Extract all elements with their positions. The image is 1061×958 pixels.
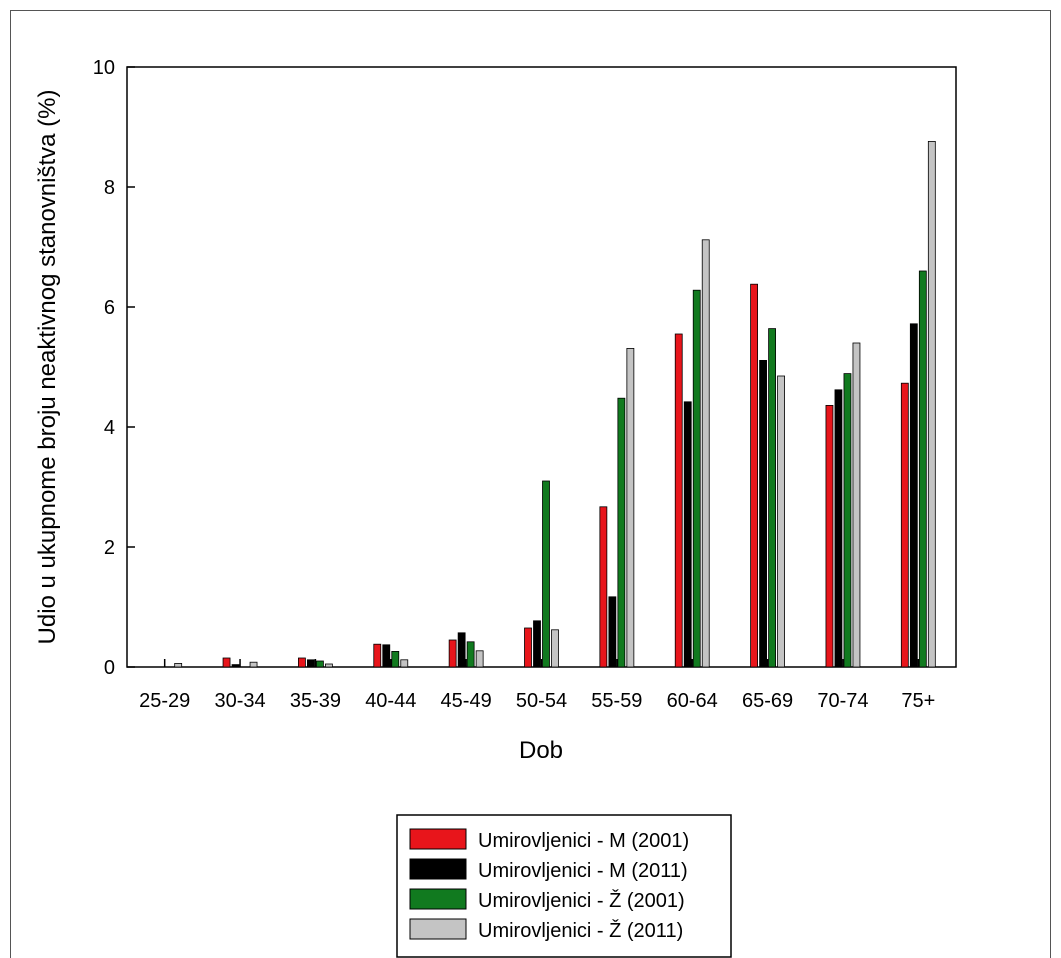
bar <box>551 629 559 668</box>
bar <box>918 270 927 668</box>
bar <box>759 359 767 668</box>
legend-swatch <box>409 828 467 850</box>
bar <box>692 289 701 668</box>
bar <box>927 140 936 668</box>
bar <box>222 657 231 668</box>
y-tick-label: 0 <box>104 657 115 679</box>
bar <box>533 620 541 668</box>
x-tick-label: 35-39 <box>290 690 341 712</box>
legend-swatch <box>409 888 467 910</box>
x-tick-label: 65-69 <box>742 690 793 712</box>
bar <box>174 663 183 668</box>
bar <box>834 389 843 668</box>
legend-label: Umirovljenici - Ž (2001) <box>478 889 685 912</box>
legend-label: Umirovljenici - Ž (2011) <box>478 919 683 942</box>
bar <box>599 506 608 668</box>
x-tick-label: 45-49 <box>441 690 492 712</box>
bar <box>825 404 834 668</box>
bar <box>475 650 484 668</box>
y-tick-label: 2 <box>104 537 115 559</box>
y-tick-label: 10 <box>93 57 115 79</box>
bar <box>909 323 918 668</box>
x-tick-label: 40-44 <box>365 690 416 712</box>
bar <box>400 659 409 668</box>
bar <box>249 661 258 668</box>
legend-swatch <box>409 858 467 880</box>
x-tick-label: 25-29 <box>139 690 190 712</box>
bar <box>382 644 391 668</box>
bar <box>852 342 861 668</box>
bar <box>608 596 617 668</box>
y-tick-label: 6 <box>104 297 115 319</box>
legend-label: Umirovljenici - M (2001) <box>478 830 689 852</box>
bar <box>768 328 776 668</box>
x-tick-label: 60-64 <box>667 690 718 712</box>
bar <box>683 401 692 668</box>
figure-frame <box>10 10 1051 958</box>
bar <box>617 397 626 668</box>
bar <box>316 660 324 668</box>
bars <box>174 140 936 668</box>
bar <box>777 375 785 668</box>
bar <box>457 632 466 668</box>
x-tick-label: 70-74 <box>817 690 868 712</box>
y-tick-label: 4 <box>104 417 115 439</box>
bar <box>373 643 382 668</box>
bar <box>466 641 475 668</box>
bar <box>750 283 758 668</box>
y-axis-label: Udio u ukupnome broju neaktivnog stanovn… <box>34 90 61 645</box>
bar <box>701 239 710 668</box>
bar <box>626 347 635 668</box>
bar <box>325 663 333 668</box>
legend: Umirovljenici - M (2001) Umirovljenici - … <box>396 814 732 958</box>
legend-label: Umirovljenici - M (2011) <box>478 860 688 882</box>
y-axis: 0 2 4 6 8 10 <box>93 57 135 679</box>
bar <box>298 657 306 668</box>
bar <box>900 382 909 668</box>
bar <box>391 651 400 668</box>
x-axis: 25-29 30-34 35-39 40-44 45-49 50-54 55-59 60-64… <box>139 659 935 712</box>
bar <box>448 639 457 668</box>
bar <box>307 659 315 668</box>
bar <box>674 333 683 668</box>
x-tick-label: 30-34 <box>214 690 265 712</box>
x-tick-label: 50-54 <box>516 690 567 712</box>
legend-swatch <box>409 918 467 940</box>
x-tick-label: 75+ <box>901 690 935 712</box>
bar <box>542 480 550 668</box>
bar <box>524 627 532 668</box>
bar <box>231 664 240 668</box>
x-axis-label: Dob <box>519 737 563 764</box>
y-tick-label: 8 <box>104 177 115 199</box>
x-tick-label: 55-59 <box>591 690 642 712</box>
bar <box>843 373 852 668</box>
